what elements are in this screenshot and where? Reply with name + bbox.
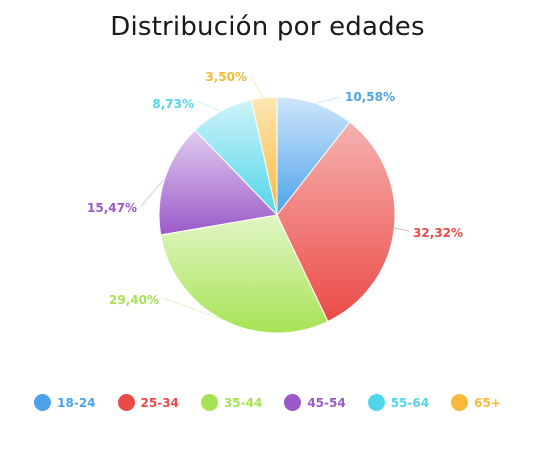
legend-item-25-34: 25-34 [117, 394, 179, 411]
legend-swatch [117, 394, 135, 411]
legend-swatch [451, 394, 469, 411]
legend-item-18-24: 18-24 [34, 394, 96, 411]
legend-label: 65+ [474, 395, 501, 410]
legend-swatch [367, 394, 385, 411]
legend-label: 55-64 [390, 395, 430, 410]
legend-label: 18-24 [57, 395, 96, 410]
legend-swatch [34, 394, 52, 411]
pie-slice-35-44 [160, 214, 329, 334]
legend-label: 45-54 [307, 395, 346, 410]
leader-line-55-64 [197, 101, 222, 112]
pie-slice-45-54 [158, 129, 279, 236]
legend-item-35-44: 35-44 [200, 394, 263, 411]
legend-label: 25-34 [140, 395, 179, 410]
legend-item-45-54: 45-54 [284, 394, 346, 411]
legend-item-55-64: 55-64 [367, 394, 430, 411]
chart-title: Distribución por edades [110, 12, 425, 42]
pie-slice-25-34 [276, 121, 396, 323]
leader-line-35-44 [162, 297, 223, 321]
data-label-65+: 3,50% [205, 70, 247, 84]
data-label-55-64: 8,73% [152, 97, 194, 111]
data-label-25-34: 32,32% [413, 226, 463, 240]
leader-line-65+ [250, 76, 265, 98]
data-label-18-24: 10,58% [345, 90, 395, 104]
leader-line-25-34 [394, 227, 410, 232]
chart-legend: 18-24 25-34 35-44 45-54 55-64 65+ [0, 394, 535, 411]
pie-slice-18-24 [276, 96, 351, 217]
legend-swatch [284, 394, 302, 411]
data-label-35-44: 29,40% [109, 293, 159, 307]
legend-swatch [200, 394, 218, 411]
legend-label: 35-44 [223, 395, 263, 410]
data-label-45-54: 15,47% [87, 201, 137, 215]
legend-item-65+: 65+ [451, 394, 501, 411]
leader-line-18-24 [315, 96, 341, 104]
pie-chart: 10,58% 32,32% 29,40% 15,47% 8,73% 3,50% [87, 70, 463, 334]
leader-line-45-54 [140, 177, 166, 207]
